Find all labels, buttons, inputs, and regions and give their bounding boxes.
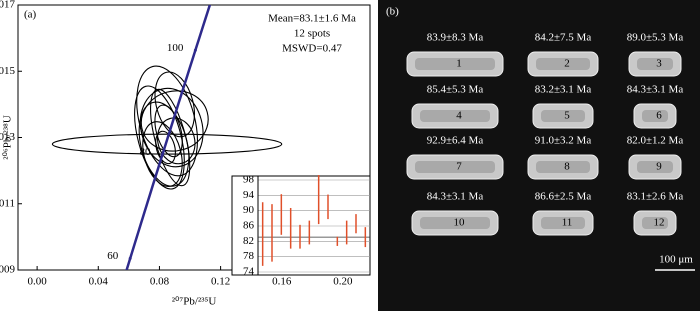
error-ellipse bbox=[134, 85, 185, 190]
concordia-age-label: 100 bbox=[167, 42, 184, 54]
panel-label: (b) bbox=[386, 6, 399, 18]
error-ellipse bbox=[156, 117, 196, 165]
y-tick-label: 78 bbox=[243, 250, 255, 262]
y-tick-label: 90 bbox=[243, 204, 255, 216]
annotation: MSWD=0.47 bbox=[282, 43, 342, 55]
zircon-core bbox=[415, 161, 495, 173]
zircon-core bbox=[637, 161, 673, 173]
error-ellipse bbox=[155, 130, 176, 165]
spot-label: 9 bbox=[656, 161, 662, 173]
age-label: 82.0±1.2 Ma bbox=[627, 135, 684, 147]
spot-label: 10 bbox=[454, 217, 466, 229]
y-tick-label: 0.015 bbox=[0, 65, 16, 77]
spot-label: 6 bbox=[656, 110, 662, 122]
zircon-core bbox=[642, 217, 668, 229]
y-axis-label: ²⁰⁶Pb/²³⁸U bbox=[2, 115, 14, 160]
age-label: 84.3±3.1 Ma bbox=[627, 84, 684, 96]
scale-label: 100 μm bbox=[659, 254, 693, 266]
error-ellipse bbox=[140, 90, 209, 152]
spot-label: 12 bbox=[654, 217, 665, 229]
age-label: 91.0±3.2 Ma bbox=[535, 135, 592, 147]
zircon-core bbox=[415, 58, 495, 70]
spot-label: 7 bbox=[456, 161, 462, 173]
age-label: 89.0±5.3 Ma bbox=[627, 32, 684, 44]
y-tick-label: 0.017 bbox=[0, 0, 16, 11]
age-label: 84.2±7.5 Ma bbox=[535, 32, 592, 44]
y-tick-label: 0.011 bbox=[0, 197, 15, 209]
x-tick-label: 0.04 bbox=[89, 276, 109, 288]
x-axis-label: ²⁰⁷Pb/²³⁵U bbox=[172, 296, 217, 308]
zircon-core bbox=[642, 110, 668, 122]
zircon-core bbox=[536, 161, 590, 173]
concordia-age-label: 60 bbox=[107, 250, 119, 262]
y-tick-label: 74 bbox=[243, 266, 255, 278]
spot-label: 1 bbox=[456, 58, 462, 70]
x-tick-label: 0.16 bbox=[272, 276, 292, 288]
concordia-node bbox=[160, 152, 164, 156]
y-tick-label: 86 bbox=[243, 220, 255, 232]
annotation: 12 spots bbox=[294, 28, 330, 40]
age-label: 83.9±8.3 Ma bbox=[427, 32, 484, 44]
age-label: 83.1±2.6 Ma bbox=[627, 191, 684, 203]
annotation: Mean=83.1±1.6 Ma bbox=[268, 13, 356, 25]
zircon-core bbox=[420, 217, 490, 229]
age-label: 86.6±2.5 Ma bbox=[535, 191, 592, 203]
age-label: 84.3±3.1 Ma bbox=[427, 191, 484, 203]
age-label: 92.9±6.4 Ma bbox=[427, 135, 484, 147]
zircon-core bbox=[536, 58, 590, 70]
zircon-core bbox=[541, 217, 585, 229]
concordia-node bbox=[193, 48, 197, 52]
zircon-core bbox=[637, 58, 673, 70]
x-tick-label: 0.08 bbox=[150, 276, 170, 288]
zircon-core bbox=[420, 110, 490, 122]
panel-label: (a) bbox=[24, 9, 37, 21]
concordia-curve bbox=[125, 5, 212, 270]
spot-label: 8 bbox=[564, 161, 570, 173]
y-tick-label: 94 bbox=[243, 189, 255, 201]
x-tick-label: 0.20 bbox=[333, 276, 353, 288]
x-tick-label: 0.00 bbox=[27, 276, 47, 288]
spot-label: 11 bbox=[562, 217, 573, 229]
y-tick-label: 82 bbox=[243, 235, 254, 247]
ellipses bbox=[51, 65, 283, 190]
concordia-node bbox=[128, 256, 132, 260]
y-tick-label: 0.013 bbox=[0, 131, 16, 143]
spot-label: 5 bbox=[564, 110, 570, 122]
spot-label: 3 bbox=[656, 58, 662, 70]
spot-label: 4 bbox=[456, 110, 462, 122]
spot-label: 2 bbox=[564, 58, 570, 70]
zircon-core bbox=[541, 110, 585, 122]
age-label: 85.4±5.3 Ma bbox=[427, 84, 484, 96]
y-tick-label: 0.009 bbox=[0, 264, 16, 276]
concordia-age-label: 80 bbox=[139, 146, 151, 158]
x-tick-label: 0.12 bbox=[211, 276, 230, 288]
error-ellipse bbox=[142, 121, 183, 187]
age-label: 83.2±3.1 Ma bbox=[535, 84, 592, 96]
y-tick-label: 98 bbox=[243, 174, 255, 186]
